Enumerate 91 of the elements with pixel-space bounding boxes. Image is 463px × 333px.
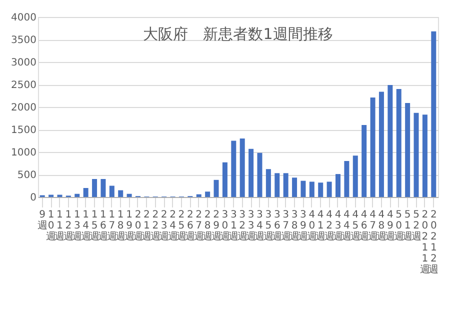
x-tick-label: 29週 [211, 210, 222, 242]
y-tick-label: 2000 [11, 102, 36, 114]
y-tick-label: 3000 [11, 58, 36, 68]
x-tick-label: 23週 [159, 210, 170, 242]
x-tick-label: 35週 [263, 210, 274, 242]
bar [231, 140, 236, 197]
bar [309, 182, 314, 197]
bar [240, 138, 245, 197]
x-tick-label: 20211週 [420, 210, 430, 276]
x-tick-label: 11週 [54, 210, 65, 242]
bar [405, 102, 410, 197]
bar [396, 89, 402, 197]
x-tick-label: 28週 [202, 210, 213, 242]
bar [92, 179, 98, 197]
x-tick-label: 48週 [376, 210, 386, 242]
text: 大阪府 新患者数1週間推移 [143, 25, 333, 43]
x-tick-label: 41週 [316, 210, 326, 242]
x-tick-label: 9週 [37, 210, 48, 232]
bar [266, 169, 271, 197]
bar [74, 194, 80, 197]
x-tick-label: 21週 [142, 210, 152, 242]
x-tick-label: 26週 [185, 210, 196, 242]
y-tick-label: 4000 [11, 12, 36, 24]
x-tick-label: 15週 [90, 210, 100, 242]
bar [257, 152, 262, 197]
x-tick-label: 12週 [63, 210, 74, 242]
bar [336, 174, 340, 197]
x-tick-label: 42週 [324, 210, 334, 242]
bar [422, 114, 428, 197]
x-tick-label: 27週 [194, 210, 204, 242]
x-tick-label: 40週 [306, 210, 317, 242]
x-tick-label: 52週 [411, 210, 422, 242]
x-tick-label: 17週 [106, 210, 117, 242]
bar [414, 112, 419, 197]
y-tick-label: 1500 [11, 125, 36, 136]
x-tick-label: 25週 [176, 210, 186, 242]
x-tick-label: 10週 [46, 210, 56, 242]
x-tick-label: 43週 [333, 210, 343, 242]
x-tick-label: 31週 [228, 210, 239, 242]
x-tick-label: 30週 [220, 210, 230, 242]
x-tick-label: 16週 [98, 210, 108, 242]
x-tick-label: 20212週 [428, 210, 439, 276]
bar [109, 186, 114, 197]
x-tick-label: 24週 [168, 210, 178, 242]
y-tick-label: 1000 [11, 148, 36, 158]
bar [352, 156, 358, 197]
bar [126, 194, 132, 197]
bar [274, 173, 280, 197]
x-tick-label: 39週 [298, 210, 308, 242]
bar [326, 182, 332, 197]
x-tick-label: 47週 [368, 210, 378, 242]
bar [83, 188, 88, 197]
x-tick-label: 19週 [124, 210, 134, 242]
bar [100, 179, 106, 197]
x-tick-label: 44週 [342, 210, 352, 242]
x-tick-label: 20週 [133, 210, 143, 242]
x-tick-label: 14週 [80, 210, 91, 242]
x-tick-label: 49週 [385, 210, 396, 242]
y-tick-label: 3500 [11, 35, 36, 46]
x-tick-label: 50週 [394, 210, 404, 242]
y-tick-label: 0 [30, 192, 36, 204]
x-tick-label: 51週 [402, 210, 413, 242]
bar [378, 92, 384, 197]
x-tick-label: 45週 [350, 210, 360, 242]
x-tick-label: 38週 [290, 210, 300, 242]
x-tick-label: 18週 [116, 210, 126, 242]
bar [318, 182, 324, 197]
bar [388, 84, 393, 197]
bar [205, 192, 210, 197]
bar [222, 162, 228, 197]
x-tick-label: 34週 [254, 210, 265, 242]
y-tick-label: 2500 [11, 80, 36, 91]
bar [370, 98, 376, 197]
bar [292, 178, 298, 197]
bar [214, 180, 219, 197]
x-tick-label: 13週 [72, 210, 82, 242]
x-tick-label: 37週 [280, 210, 291, 242]
x-tick-label: 46週 [359, 210, 370, 242]
x-tick-label: 33週 [246, 210, 256, 242]
bar [344, 161, 350, 197]
x-tick-label: 36週 [272, 210, 282, 242]
bar [431, 31, 436, 197]
bar [300, 180, 306, 197]
bar [196, 194, 202, 197]
bar [362, 125, 367, 197]
x-tick-label: 32週 [237, 210, 248, 242]
bar [248, 148, 254, 197]
bar [118, 190, 124, 197]
bar [283, 173, 288, 197]
y-tick-label: 500 [17, 170, 36, 181]
x-tick-label: 22週 [150, 210, 160, 242]
